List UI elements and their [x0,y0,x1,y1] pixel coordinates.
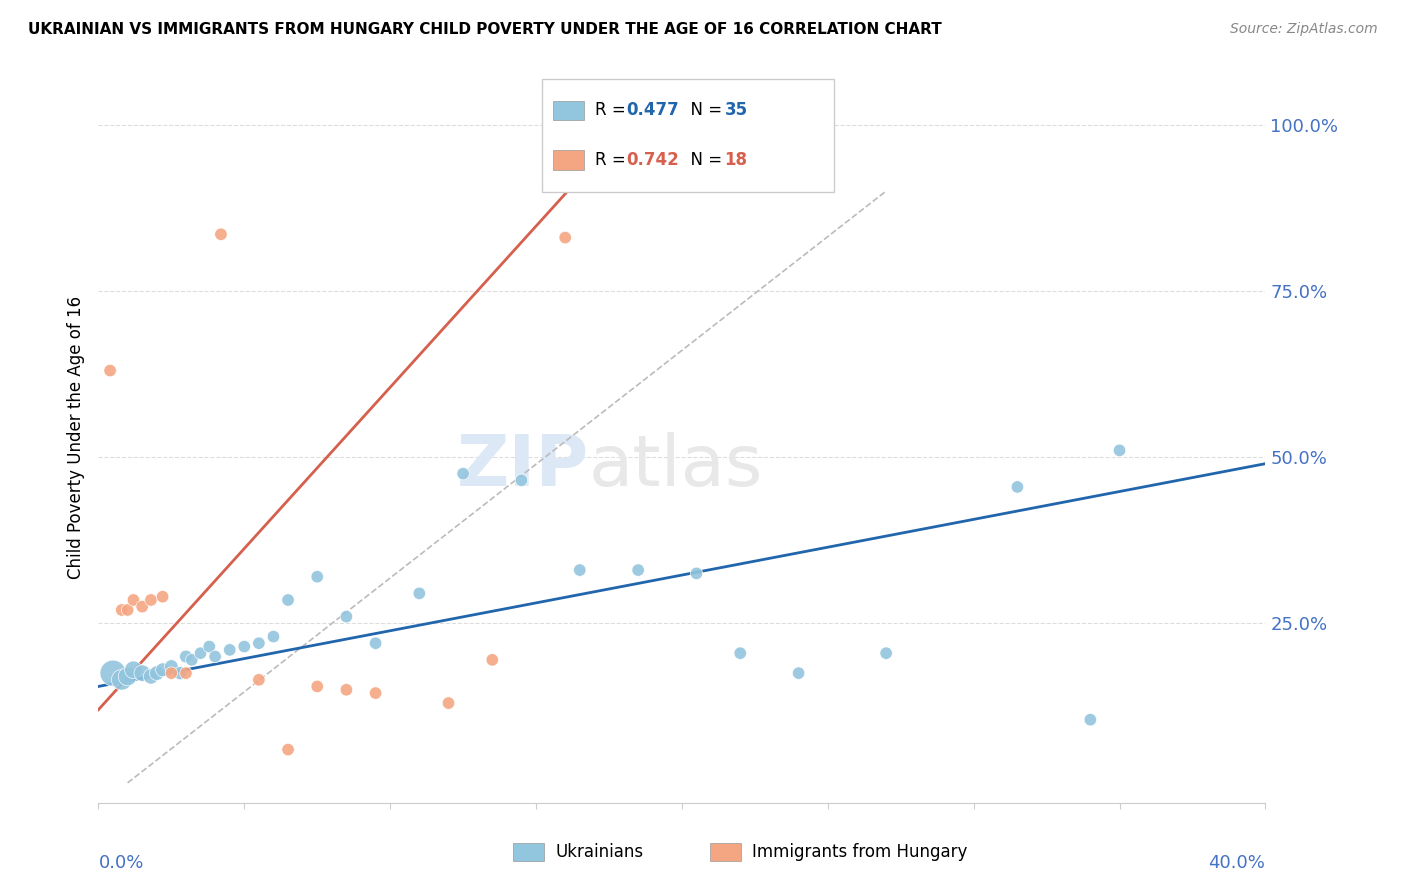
Point [510,473,533,487]
Point [218,643,240,657]
Point [335,609,357,624]
Point [111,603,134,617]
Point [174,666,197,681]
Point [160,666,183,681]
Point [190,646,212,660]
Text: N =: N = [679,152,727,169]
Point [169,666,191,681]
Point [180,653,202,667]
Point [554,230,576,244]
Point [685,566,707,581]
Point [307,570,329,584]
Point [262,630,284,644]
Point [139,669,162,683]
Point [247,673,270,687]
Point [277,593,299,607]
Point [98,363,121,377]
Point [875,646,897,660]
Point [117,669,139,683]
Point [139,593,162,607]
Point [364,686,387,700]
Point [122,663,145,677]
Point [307,680,329,694]
Text: R =: R = [595,152,631,169]
Point [131,666,153,681]
Text: 0.742: 0.742 [626,152,679,169]
Point [174,649,197,664]
Point [101,666,124,681]
Point [364,636,387,650]
Point [787,666,810,681]
Point [209,227,232,242]
Point [160,659,183,673]
Point [627,563,650,577]
Point [152,590,174,604]
Text: R =: R = [595,102,631,120]
Text: UKRAINIAN VS IMMIGRANTS FROM HUNGARY CHILD POVERTY UNDER THE AGE OF 16 CORRELATI: UKRAINIAN VS IMMIGRANTS FROM HUNGARY CHI… [28,22,942,37]
Text: 0.0%: 0.0% [98,854,143,872]
Text: Source: ZipAtlas.com: Source: ZipAtlas.com [1230,22,1378,37]
Text: Immigrants from Hungary: Immigrants from Hungary [752,843,967,861]
Point [437,696,460,710]
Point [152,663,174,677]
Point [335,682,357,697]
Point [277,742,299,756]
Text: ZIP: ZIP [457,432,589,500]
Point [408,586,430,600]
Point [146,666,169,681]
Point [451,467,474,481]
Point [122,593,145,607]
Text: N =: N = [679,102,727,120]
Point [481,653,503,667]
Y-axis label: Child Poverty Under the Age of 16: Child Poverty Under the Age of 16 [66,295,84,579]
Point [568,563,591,577]
Point [247,636,270,650]
Point [111,673,134,687]
Text: 0.477: 0.477 [626,102,679,120]
Point [131,599,153,614]
Text: 35: 35 [724,102,748,120]
Point [730,646,752,660]
Text: 18: 18 [724,152,748,169]
Point [117,603,139,617]
Point [1007,480,1029,494]
Point [233,640,256,654]
Text: 40.0%: 40.0% [1209,854,1265,872]
Point [204,649,226,664]
Point [1080,713,1102,727]
Text: atlas: atlas [589,432,763,500]
Point [198,640,221,654]
Point [1108,443,1130,458]
Text: Ukrainians: Ukrainians [555,843,644,861]
